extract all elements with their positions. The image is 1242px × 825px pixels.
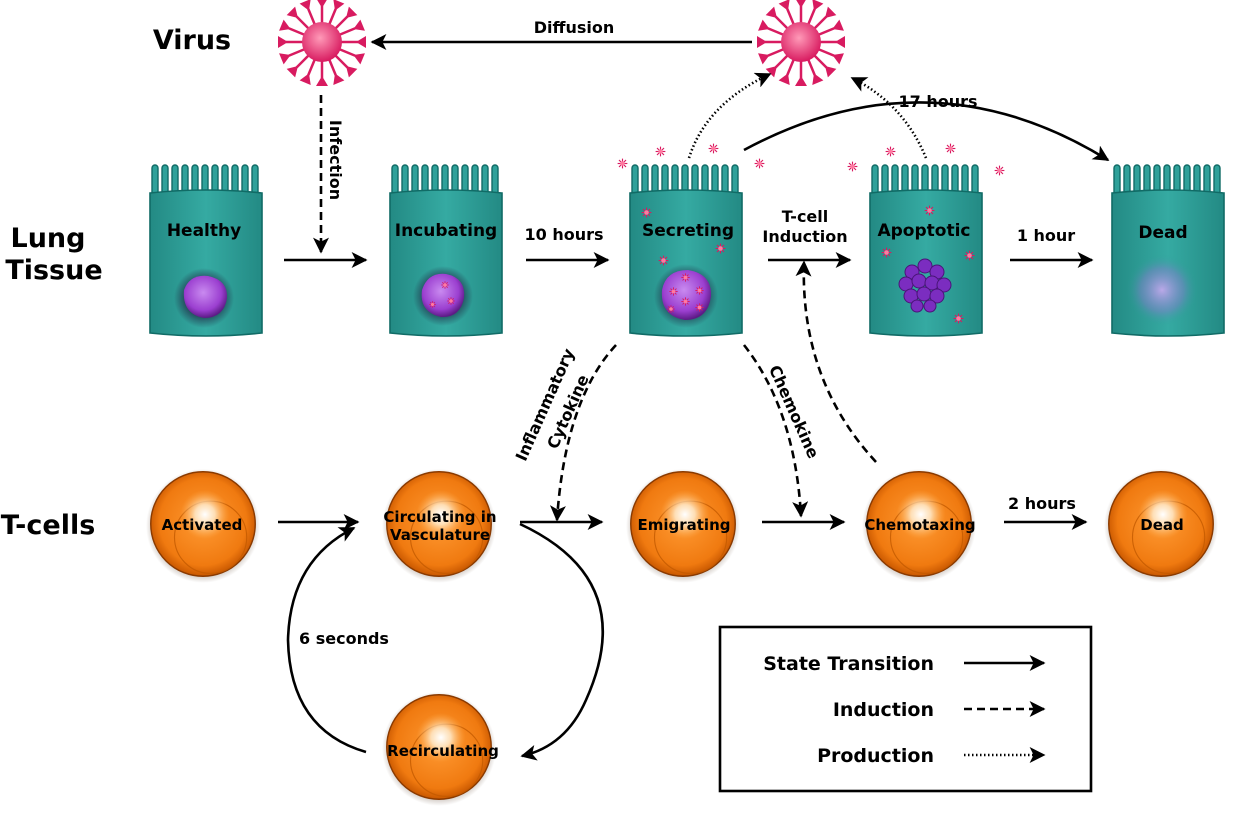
arrow-diffusion-label: Diffusion — [534, 18, 615, 37]
tcell-chemotaxing: Chemotaxing — [861, 468, 977, 584]
arrow-inflammatory-cytokine — [549, 344, 617, 522]
tcell-chemotaxing-label: Chemotaxing — [864, 516, 975, 534]
arrow-production-apoptotic — [850, 76, 928, 159]
arrow-circulating-to-recirculating — [519, 522, 605, 761]
lung-cell-incubating-label: Incubating — [395, 221, 497, 241]
legend-production-label: Production — [817, 745, 934, 767]
lung-cell-incubating: Incubating — [389, 164, 503, 337]
tcell-dead: Dead — [1103, 468, 1219, 584]
tcell-dead-label: Dead — [1140, 516, 1183, 534]
lung-cell-apoptotic: Apoptotic — [847, 143, 1005, 337]
arrow-chemokine — [742, 344, 809, 518]
arrow-tcell-induction-label-line1: T-cell — [782, 207, 829, 226]
row-label-virus: Virus — [153, 25, 231, 56]
legend: State Transition Induction Production — [718, 625, 1093, 793]
arrow-one-hour-label: 1 hour — [1017, 226, 1075, 245]
arrow-seventeen-hours — [743, 101, 1110, 162]
tcell-circulating-label-line2: Vasculature — [390, 526, 490, 544]
lung-cell-secreting-label: Secreting — [642, 221, 734, 241]
virus-particle-left — [276, 0, 368, 88]
tcell-activated: Activated — [145, 468, 261, 584]
lung-cell-secreting: Secreting — [617, 143, 765, 337]
virus-particle-right — [755, 0, 847, 88]
lung-cell-apoptotic-label: Apoptotic — [877, 221, 970, 241]
arrow-two-hours-label: 2 hours — [1008, 494, 1076, 513]
arrow-six-seconds-label: 6 seconds — [299, 629, 389, 648]
row-label-lung-line2: Tissue — [5, 255, 102, 286]
tcell-circulating: Circulating in Vasculature — [381, 468, 497, 584]
arrow-tcell-induction-feedback — [795, 260, 877, 463]
arrow-production-secreting — [687, 72, 772, 159]
row-label-lung-line1: Lung — [11, 223, 86, 254]
legend-induction-label: Induction — [833, 699, 934, 721]
arrow-ten-hours-label: 10 hours — [524, 225, 603, 244]
lung-cell-dead-label: Dead — [1138, 223, 1187, 243]
tcell-circulating-label-line1: Circulating in — [383, 508, 496, 526]
arrow-infection-label: Infection — [326, 120, 345, 200]
legend-state-transition-label: State Transition — [763, 653, 934, 675]
arrow-chemokine-label: Chemokine — [765, 362, 823, 461]
tcell-recirculating-label: Recirculating — [387, 742, 499, 760]
row-label-tcells: T-cells — [1, 510, 96, 541]
tcell-recirculating: Recirculating — [381, 691, 499, 807]
tcell-activated-label: Activated — [162, 516, 243, 534]
lung-cell-healthy: Healthy — [149, 164, 263, 337]
tcell-emigrating: Emigrating — [625, 468, 741, 584]
lung-cell-dead: Dead — [1111, 164, 1225, 337]
lung-cell-healthy-label: Healthy — [167, 221, 241, 241]
arrow-recirculating-to-circulating — [286, 526, 367, 754]
tcell-emigrating-label: Emigrating — [637, 516, 730, 534]
arrow-tcell-induction-label-line2: Induction — [762, 227, 847, 246]
arrow-seventeen-hours-label: 17 hours — [898, 92, 977, 111]
